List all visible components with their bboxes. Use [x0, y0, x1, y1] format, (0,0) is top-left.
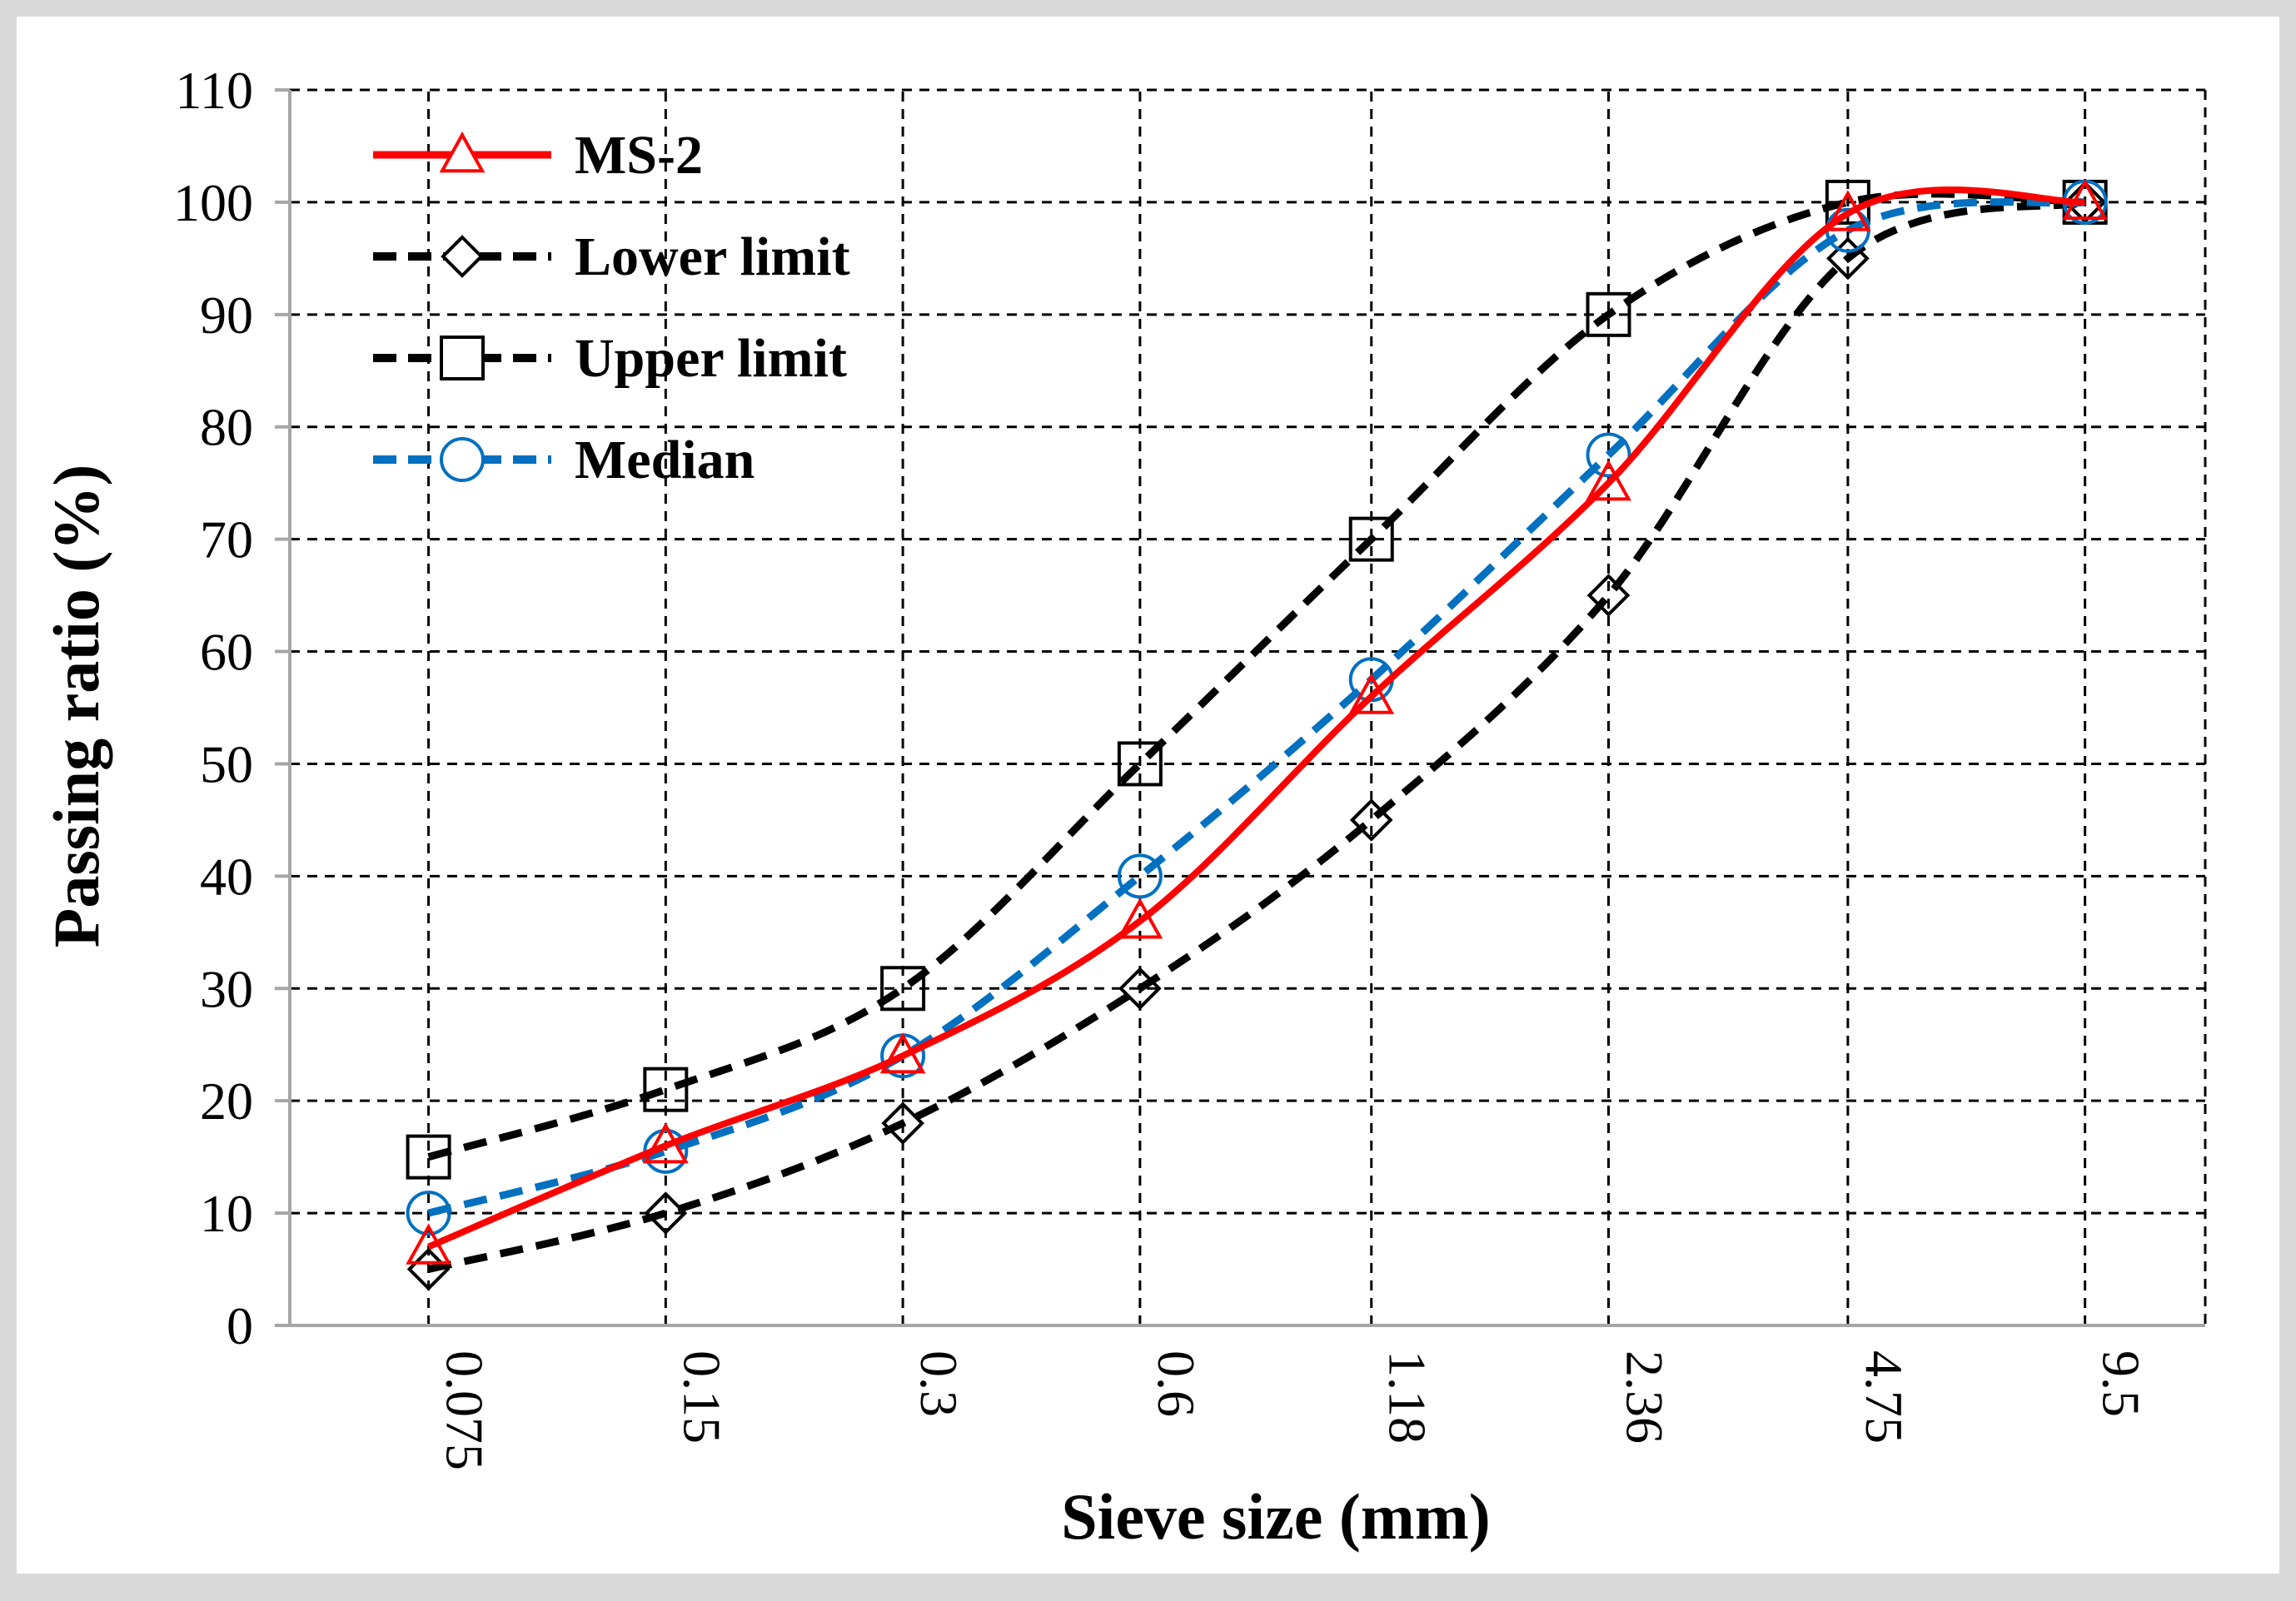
y-tick-label: 10 [200, 1184, 253, 1243]
triangle-marker [879, 1032, 926, 1074]
y-tick-labels: 0 10 20 30 40 50 60 70 80 90 100 110 [173, 61, 253, 1355]
axes [275, 88, 2205, 1327]
x-tick-label: 0.075 [436, 1350, 495, 1470]
square-marker [406, 1134, 451, 1180]
legend-label: Upper limit [575, 328, 847, 389]
triangle-marker [642, 1122, 689, 1164]
x-tick-label: 9.5 [2092, 1350, 2151, 1417]
legend-square-marker [440, 336, 485, 380]
triangle-marker [1825, 190, 1871, 231]
legend-item: Upper limit [373, 328, 847, 389]
legend-label: MS-2 [575, 125, 703, 186]
triangle-marker [1117, 897, 1163, 939]
legend-diamond-marker [441, 235, 484, 278]
legend-triangle-marker [439, 131, 486, 173]
y-tick-label: 30 [200, 959, 253, 1018]
y-tick-label: 0 [227, 1296, 253, 1355]
diamond-marker [1349, 798, 1393, 842]
diamond-marker [1826, 236, 1870, 281]
square-marker [880, 966, 926, 1012]
y-tick-label: 110 [175, 61, 253, 120]
x-axis-title: Sieve size (mm) [1061, 1480, 1490, 1553]
legend-item: MS-2 [373, 125, 703, 186]
triangle-marker [2062, 178, 2109, 221]
x-tick-label: 4.75 [1855, 1350, 1914, 1444]
legend-circle-marker [440, 437, 485, 482]
triangle-marker [1348, 673, 1395, 714]
y-tick-label: 80 [200, 398, 253, 457]
y-tick-label: 20 [200, 1071, 253, 1131]
x-tick-labels: 0.075 0.15 0.3 0.6 1.18 2.36 4.75 9.5 [436, 1350, 2151, 1470]
y-tick-label: 100 [173, 173, 253, 232]
circle-marker [406, 1191, 451, 1236]
square-marker [643, 1067, 689, 1112]
square-marker [1117, 741, 1163, 787]
y-tick-label: 70 [200, 510, 253, 569]
legend: MS-2 Lower limit Upper limit Median [373, 125, 850, 490]
series-line [427, 198, 2086, 1217]
legend-label: Median [575, 430, 755, 490]
series-line [427, 198, 2086, 1273]
x-tick-label: 1.18 [1378, 1350, 1437, 1444]
y-tick-label: 90 [200, 286, 253, 345]
series-line [427, 186, 2085, 1250]
legend-item: Median [373, 430, 755, 490]
y-tick-label: 40 [200, 847, 253, 906]
diamond-marker [1586, 574, 1631, 617]
x-tick-label: 0.6 [1147, 1350, 1206, 1417]
square-marker [1348, 516, 1394, 562]
circle-marker [1117, 853, 1163, 899]
series-ms-2 [406, 178, 2109, 1265]
legend-item: Lower limit [373, 226, 850, 287]
diamond-marker [644, 1191, 688, 1235]
y-axis-title: Passing ratio (%) [40, 465, 112, 948]
triangle-marker [406, 1223, 451, 1265]
x-tick-label: 0.15 [672, 1350, 731, 1444]
grid [290, 88, 2207, 1325]
square-marker [1586, 291, 1631, 337]
chart-area [17, 17, 2279, 1574]
x-tick-label: 0.3 [909, 1350, 969, 1417]
legend-label: Lower limit [575, 226, 850, 287]
triangle-marker [1586, 460, 1631, 501]
y-tick-label: 50 [200, 734, 253, 793]
x-tick-label: 2.36 [1616, 1350, 1675, 1444]
diamond-marker [1118, 967, 1162, 1011]
series [406, 178, 2109, 1291]
diamond-marker [881, 1101, 924, 1145]
y-tick-label: 60 [200, 623, 253, 682]
circle-marker [1586, 432, 1631, 478]
series-line [427, 190, 2085, 1161]
